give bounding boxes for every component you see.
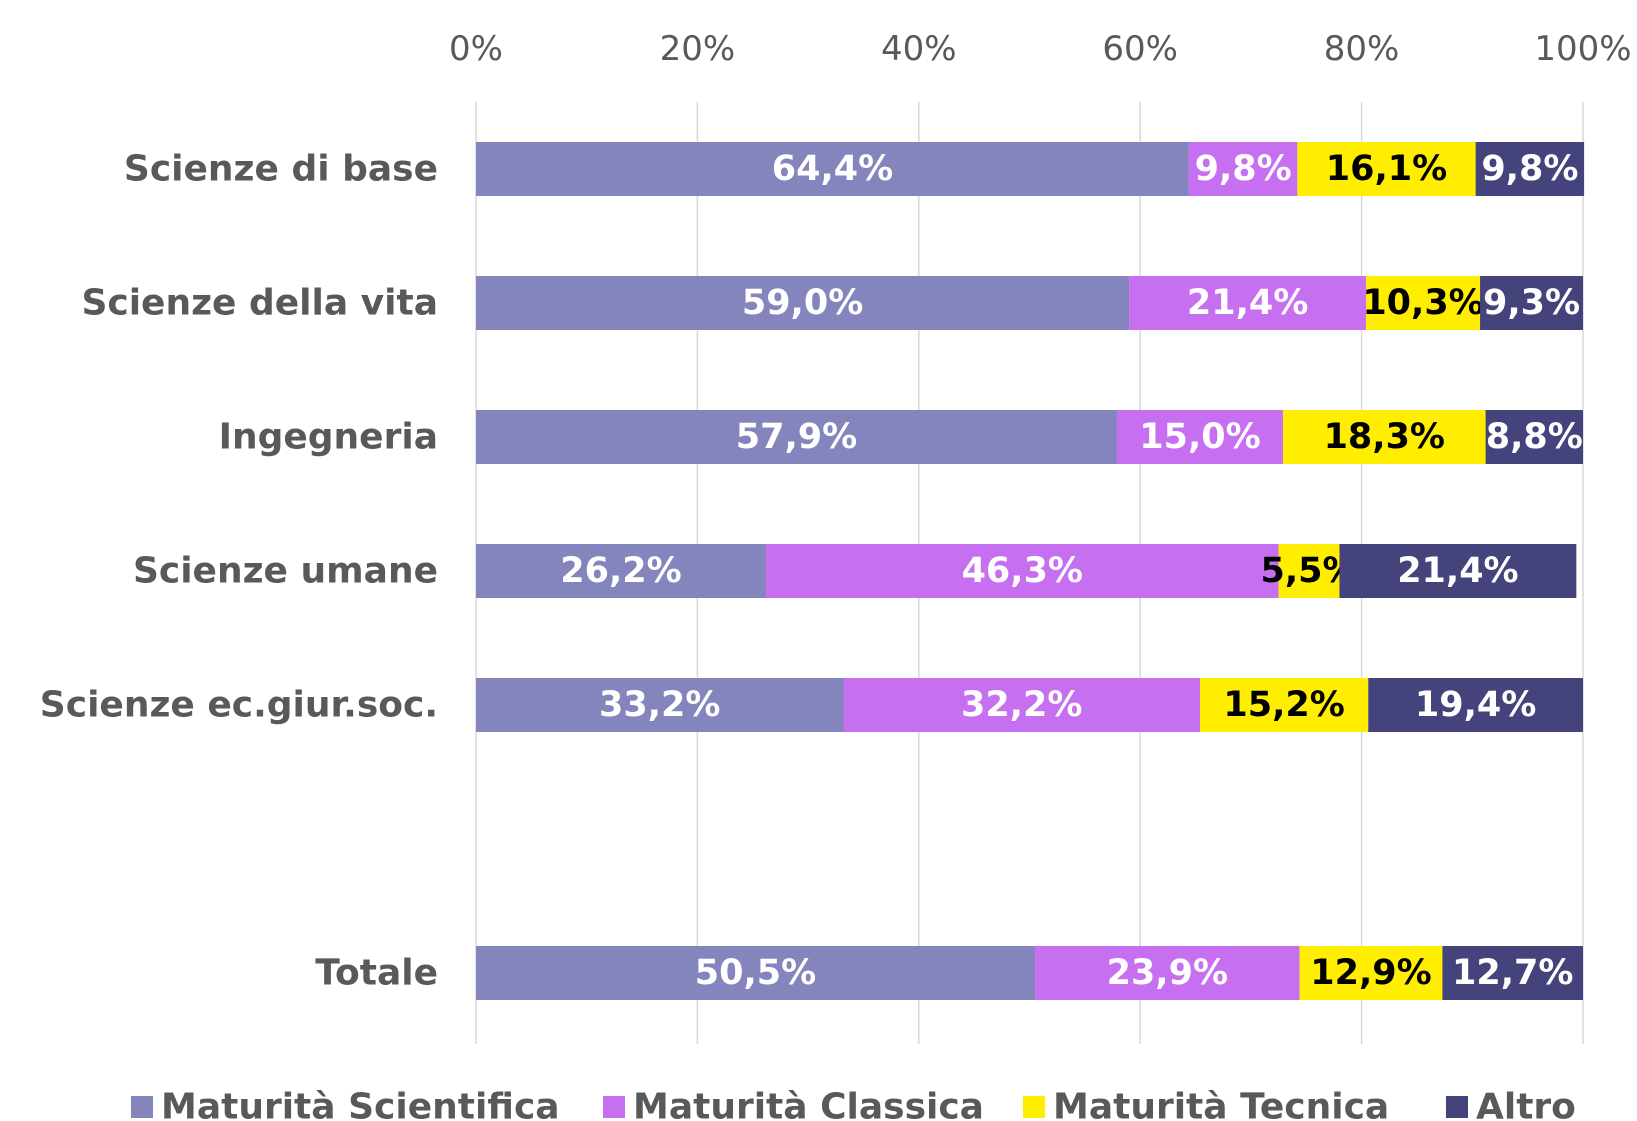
bar-segment [1368,678,1583,732]
legend-swatch [603,1096,625,1118]
legend-swatch [131,1096,153,1118]
y-tick-label: Totale [315,953,438,994]
bar-segment [1299,946,1443,1000]
bar-segment [1283,410,1486,464]
bar-segment [843,678,1200,732]
bar-segment [1485,410,1583,464]
legend-label: Maturità Classica [633,1087,984,1121]
y-tick-label: Scienze di base [124,149,438,190]
data-label: 23,9% [1107,953,1228,993]
data-label: 10,3% [1362,283,1483,323]
x-tick-label: 80% [1324,29,1400,69]
legend-label: Maturità Tecnica [1053,1087,1389,1121]
x-tick-label: 0% [449,29,503,69]
data-label: 46,3% [962,551,1083,591]
x-tick-label: 20% [660,29,736,69]
bar-segment [766,544,1279,598]
legend-swatch [1446,1096,1468,1118]
data-label: 21,4% [1187,283,1308,323]
data-label: 33,2% [599,685,720,725]
bar-segment [1297,142,1476,196]
data-label: 12,7% [1452,953,1573,993]
data-label: 8,8% [1486,417,1583,457]
y-tick-label: Scienze della vita [81,283,438,324]
data-label: 21,4% [1397,551,1518,591]
data-label: 59,0% [742,283,863,323]
bar-segment [476,544,767,598]
data-label: 9,8% [1195,149,1292,189]
data-label: 12,9% [1310,953,1431,993]
x-tick-label: 40% [881,29,957,69]
bar-segment [476,142,1189,196]
data-label: 50,5% [695,953,816,993]
x-tick-label: 100% [1534,29,1631,69]
bar-segment [476,276,1130,330]
bar-segment [1480,276,1583,330]
data-label: 9,8% [1481,149,1578,189]
data-label: 19,4% [1415,685,1536,725]
bar-segment [1475,142,1585,196]
bar-segment [476,410,1117,464]
data-label: 16,1% [1326,149,1447,189]
y-tick-label: Scienze umane [133,551,438,592]
data-label: 15,0% [1139,417,1260,457]
bar-segment [1129,276,1367,330]
bar-segment [1188,142,1298,196]
data-label: 18,3% [1324,417,1445,457]
legend-label: Altro [1476,1087,1576,1121]
bar-segment [476,678,844,732]
legend-label: Maturità Scientifica [161,1087,560,1121]
x-tick-label: 60% [1102,29,1178,69]
data-label: 26,2% [560,551,681,591]
bar-segment [1116,410,1284,464]
data-label: 57,9% [736,417,857,457]
bar-segment [476,946,1036,1000]
legend-swatch [1023,1096,1045,1118]
data-label: 64,4% [772,149,893,189]
bar-segment [1278,544,1340,598]
bar-segment [1366,276,1481,330]
y-tick-label: Scienze ec.giur.soc. [40,685,438,726]
bar-segment [1199,678,1369,732]
data-label: 9,3% [1483,283,1580,323]
data-label: 15,2% [1223,685,1344,725]
data-label: 32,2% [961,685,1082,725]
bar-segment [1035,946,1300,1000]
y-tick-label: Ingegneria [219,417,438,458]
bar-segment [1442,946,1583,1000]
bar-segment [1339,544,1577,598]
